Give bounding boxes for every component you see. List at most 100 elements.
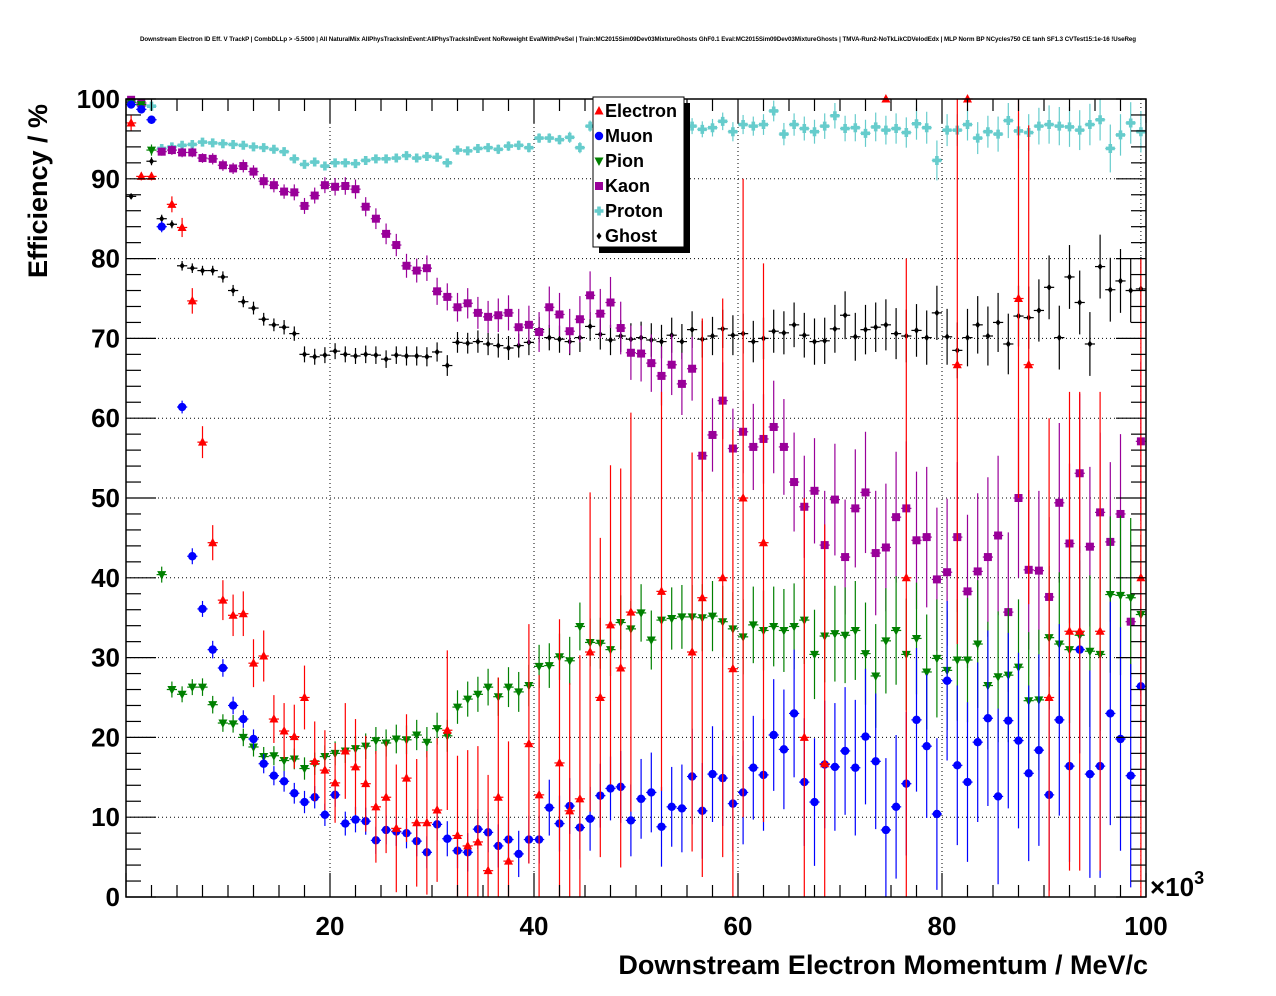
marker-cross <box>238 140 248 150</box>
marker-cross <box>575 143 585 153</box>
data-point-ghost <box>840 291 851 340</box>
marker-triangle-up <box>728 663 738 673</box>
marker-square <box>657 371 666 380</box>
marker-circle <box>769 730 778 740</box>
marker-square <box>892 513 901 522</box>
data-point-kaon <box>401 253 412 278</box>
marker-triangle-down <box>810 650 819 660</box>
marker-square <box>249 167 258 176</box>
marker-triangle-up <box>442 725 452 734</box>
marker-circle <box>443 834 452 843</box>
data-point-ghost <box>442 355 453 376</box>
marker-diamond <box>332 347 338 355</box>
data-point-electron <box>585 492 596 812</box>
marker-triangle-up <box>626 607 636 616</box>
data-point-ghost <box>187 263 198 273</box>
data-point-muon <box>993 708 1004 885</box>
data-point-ghost <box>891 308 902 360</box>
marker-square <box>830 495 839 504</box>
data-point-pion <box>676 584 687 649</box>
marker-square <box>545 303 554 312</box>
data-point-ghost <box>146 157 157 166</box>
marker-triangle-up <box>310 756 320 765</box>
marker-circle <box>1106 709 1115 718</box>
marker-triangle-down <box>748 621 758 630</box>
marker-triangle-down <box>269 752 279 761</box>
marker-triangle-down <box>473 690 483 700</box>
data-point-kaon <box>666 334 677 396</box>
data-point-pion <box>850 580 861 680</box>
data-point-ghost <box>727 315 738 356</box>
marker-triangle-up <box>289 731 299 741</box>
marker-cross <box>330 158 340 168</box>
marker-diamond <box>363 350 369 358</box>
marker-triangle-up <box>432 805 442 814</box>
data-point-proton <box>707 118 718 137</box>
marker-triangle-up <box>1075 626 1085 635</box>
data-point-proton <box>472 143 483 153</box>
data-point-pion <box>472 676 483 712</box>
data-point-electron <box>268 695 279 743</box>
data-point-ghost <box>177 260 188 271</box>
marker-square <box>392 241 401 250</box>
marker-diamond <box>995 318 1001 326</box>
marker-triangle-up <box>208 537 218 547</box>
marker-circle <box>851 763 860 772</box>
data-point-electron <box>952 99 963 645</box>
marker-diamond <box>128 192 134 200</box>
marker-triangle-up <box>799 732 809 741</box>
y-tick-label: 100 <box>77 84 120 114</box>
marker-diamond <box>169 220 175 228</box>
data-point-proton <box>1125 102 1136 144</box>
marker-square <box>382 229 391 238</box>
marker-square <box>555 310 564 319</box>
marker-diamond <box>710 332 715 340</box>
data-point-electron <box>564 683 575 897</box>
marker-cross <box>769 106 779 116</box>
marker-triangle-down <box>912 634 921 644</box>
data-point-kaon <box>829 443 840 556</box>
data-point-kaon <box>676 352 687 416</box>
marker-triangle-down <box>198 683 207 693</box>
marker-triangle-up <box>126 117 136 127</box>
marker-triangle-down <box>1105 591 1115 600</box>
data-point-proton <box>891 113 902 144</box>
marker-square <box>422 264 431 273</box>
marker-triangle-down <box>544 662 554 671</box>
marker-cross <box>381 154 391 164</box>
data-point-muon <box>952 685 963 846</box>
marker-diamond <box>220 273 226 281</box>
data-point-proton <box>1115 114 1126 156</box>
marker-square <box>494 311 503 320</box>
marker-cross <box>759 120 768 130</box>
marker-triangle-up <box>412 817 422 827</box>
marker-circle <box>922 741 931 751</box>
data-point-ghost <box>921 310 932 365</box>
data-point-pion <box>228 715 239 733</box>
marker-square <box>167 146 176 155</box>
marker-triangle-down <box>830 630 840 639</box>
legend-label: Kaon <box>605 176 650 196</box>
data-point-proton <box>177 140 188 150</box>
marker-diamond <box>873 323 879 331</box>
data-point-pion <box>840 587 851 684</box>
marker-diamond <box>965 334 970 342</box>
data-point-proton <box>1054 106 1065 146</box>
marker-triangle-up <box>218 595 228 604</box>
data-point-electron <box>1064 391 1075 871</box>
data-point-electron <box>177 217 188 238</box>
marker-square <box>1034 566 1043 575</box>
marker-square <box>1055 498 1064 507</box>
marker-cross <box>1075 125 1085 135</box>
marker-cross <box>442 158 452 168</box>
data-point-ghost <box>472 330 483 353</box>
x-tick-label: 80 <box>928 911 957 941</box>
marker-cross <box>922 123 932 133</box>
marker-circle <box>871 757 880 766</box>
data-point-kaon <box>472 296 483 329</box>
x-tick-label: 20 <box>316 911 345 941</box>
data-point-electron <box>432 738 443 882</box>
data-point-proton <box>360 155 371 165</box>
marker-cross <box>198 137 207 147</box>
data-point-electron <box>330 742 341 823</box>
